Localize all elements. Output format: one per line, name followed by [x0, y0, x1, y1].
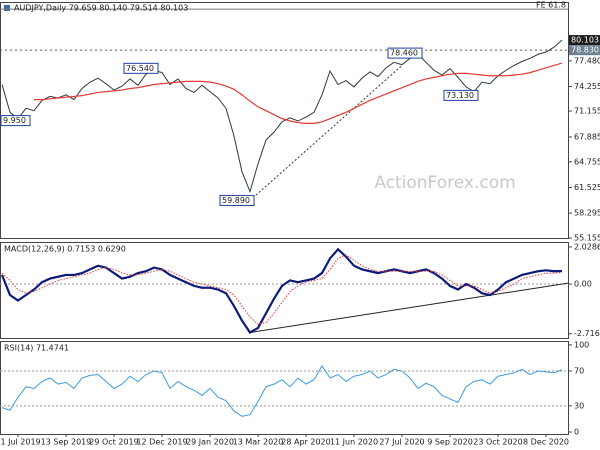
x-tick-label: 12 Dec 2019 [136, 438, 187, 447]
y-tick-label: 0.00 [574, 280, 592, 289]
y-tick-label: -2.7167 [574, 329, 600, 338]
x-tick-label: 9 Sep 2020 [427, 438, 473, 447]
y-tick-label: 58.295 [574, 209, 600, 218]
series-line [1, 39, 563, 194]
series-line [1, 254, 563, 325]
y-tick-label: 100 [574, 340, 589, 349]
y-tick-label: 70 [574, 367, 584, 376]
x-tick-label: 28 Apr 2020 [281, 438, 330, 447]
annotation-label: 76.540 [126, 64, 154, 73]
annotation-label: 9.950 [3, 116, 26, 125]
y-tick-label: 0 [574, 427, 579, 436]
series-line [0, 247, 563, 334]
level-box [569, 45, 600, 56]
panel-frame [0, 341, 569, 435]
y-tick-label: 55.155 [574, 234, 600, 243]
y-tick-label: 77.480 [574, 56, 600, 65]
y-tick-label: 71.155 [574, 107, 600, 116]
y-tick-label: 2.0286 [574, 242, 600, 251]
x-tick-label: 13 Mar 2020 [233, 438, 284, 447]
annotation-label: 73.130 [446, 91, 474, 100]
trendline [249, 65, 403, 201]
y-tick-label: 67.885 [574, 132, 600, 141]
y-tick-label: 30 [574, 401, 584, 410]
series-line [1, 364, 563, 417]
annotation-box [123, 62, 159, 74]
last-price-box [569, 35, 600, 46]
x-tick-label: 11 Jun 2020 [330, 438, 378, 447]
panel-title: MACD(12,26,9) 0.7153 0.6290 [4, 245, 126, 254]
panel-title: AUDJPY,Daily 79.659 80.140 79.514 80.103 [14, 4, 188, 13]
y-tick-label: 64.755 [574, 157, 600, 166]
y-tick-label: 74.255 [574, 82, 600, 91]
panel-title: RSI(14) 71.4741 [4, 344, 69, 353]
series-line [34, 62, 563, 124]
annotation-label: 78.460 [390, 49, 418, 58]
panel-frame [0, 242, 569, 339]
x-tick-label: 31 Jul 2019 [0, 438, 41, 447]
level-label: 78.830 [571, 46, 599, 55]
trendline [249, 282, 569, 334]
annotation-label: 59.890 [222, 196, 250, 205]
last-price-label: 80.103 [571, 36, 599, 45]
annotation-box [0, 115, 31, 127]
symbol-icon [4, 5, 10, 11]
annotation-box [387, 47, 423, 59]
x-tick-label: 8 Dec 2020 [523, 438, 569, 447]
x-tick-label: 23 Oct 2020 [473, 438, 522, 447]
annotation-box [443, 89, 479, 101]
watermark: ActionForex.com [374, 173, 515, 193]
x-tick-label: 27 Jul 2020 [379, 438, 424, 447]
y-tick-label: 61.525 [574, 183, 600, 192]
annotation-box [219, 194, 255, 206]
x-tick-label: 29 Oct 2019 [89, 438, 138, 447]
x-tick-label: 13 Sep 2019 [41, 438, 92, 447]
fe-label: FE 61.8 [536, 1, 566, 10]
x-tick-label: 29 Jan 2020 [186, 438, 234, 447]
